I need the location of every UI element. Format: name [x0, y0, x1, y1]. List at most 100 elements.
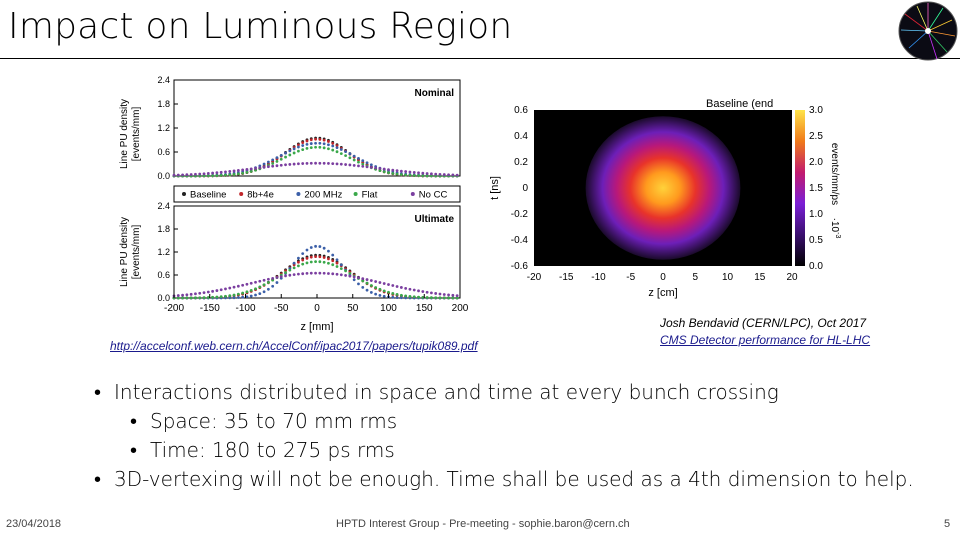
data-point: [339, 263, 343, 267]
legend-entry: Baseline: [190, 190, 226, 201]
data-point: [297, 143, 300, 147]
data-point: [292, 273, 296, 277]
data-point: [327, 147, 330, 151]
data-point: [224, 294, 227, 298]
data-point: [297, 162, 300, 166]
footer-center: HPTD Interest Group - Pre-meeting - soph…: [336, 518, 630, 530]
data-point: [254, 166, 257, 170]
bullet-marker: •: [130, 409, 138, 433]
data-point: [331, 272, 335, 276]
data-point: [309, 246, 313, 249]
credit-link[interactable]: CMS Detector performance for HL-LHC: [660, 333, 871, 347]
data-point: [198, 172, 202, 176]
data-point: [378, 169, 382, 173]
data-point: [305, 161, 309, 165]
heatmap-title: Baseline (end: [706, 98, 773, 110]
data-point: [292, 162, 296, 166]
data-point: [322, 161, 326, 165]
x-tick-label: 50: [347, 303, 359, 314]
data-point: [292, 261, 296, 265]
heatmap-y-tick-label: 0.6: [514, 105, 528, 116]
heatmap-axes: -20 -15 -10 -5 0 5 10 15 20 0.6 0.4 0.2 0 -0.2 -0.4 -0.…: [511, 105, 798, 283]
data-point: [344, 274, 347, 277]
pu-density-chart: Line PU density [events/mm] Line PU dens…: [119, 75, 469, 333]
heatmap-x-tick-label: -15: [559, 272, 574, 283]
data-point: [382, 282, 386, 285]
data-point: [236, 284, 240, 288]
data-point: [438, 292, 442, 296]
legend-marker: [239, 192, 244, 196]
data-point: [292, 151, 296, 155]
data-point: [228, 286, 232, 290]
data-point: [399, 173, 403, 176]
data-point: [301, 162, 305, 165]
y-tick-label: 0.0: [157, 293, 170, 303]
data-point: [288, 273, 292, 277]
data-point: [318, 161, 322, 165]
data-point: [365, 165, 369, 169]
data-point: [404, 173, 408, 177]
data-point: [314, 255, 317, 259]
legend-marker: [410, 192, 415, 196]
heatmap-x-tick-label: -5: [626, 272, 635, 283]
data-point: [232, 285, 236, 289]
data-point: [202, 174, 206, 178]
data-point: [219, 170, 223, 174]
data-point: [335, 261, 339, 265]
reference-link[interactable]: http://accelconf.web.cern.ch/AccelConf/i…: [110, 339, 478, 353]
data-point: [189, 296, 193, 300]
data-point: [382, 170, 386, 174]
data-point: [335, 150, 339, 154]
data-point: [361, 159, 365, 163]
data-point: [339, 273, 343, 277]
data-point: [455, 294, 459, 298]
data-point: [451, 296, 455, 300]
data-point: [421, 174, 425, 178]
data-point: [309, 271, 313, 275]
data-point: [425, 174, 429, 178]
data-point: [301, 141, 305, 145]
data-point: [241, 291, 245, 295]
data-point: [172, 173, 176, 177]
data-point: [262, 290, 266, 294]
data-point: [284, 271, 287, 274]
data-point: [408, 287, 412, 291]
data-point: [395, 293, 399, 296]
x-tick-label: 100: [380, 303, 397, 314]
data-point: [318, 260, 322, 264]
data-point: [314, 137, 317, 141]
data-point: [348, 152, 352, 156]
data-point: [421, 171, 425, 175]
colorbar-label: events/mm/ps: [829, 143, 840, 205]
data-point: [305, 256, 309, 260]
data-point: [391, 292, 395, 295]
x-tick-label: -150: [200, 303, 220, 314]
data-point: [271, 284, 275, 288]
y-tick-label: 0.6: [157, 270, 170, 280]
data-point: [297, 260, 300, 264]
data-point: [224, 170, 227, 174]
x-tick-label: 0: [314, 303, 320, 314]
data-point: [219, 174, 223, 177]
data-point: [391, 168, 395, 172]
data-point: [215, 289, 219, 292]
data-point: [404, 170, 408, 173]
data-point: [365, 161, 369, 165]
data-point: [245, 295, 249, 299]
data-point: [288, 153, 292, 157]
data-point: [322, 142, 326, 146]
data-point: [331, 162, 335, 166]
data-point: [387, 171, 390, 175]
data-point: [305, 248, 309, 252]
data-point: [254, 287, 257, 291]
x-tick-label: 150: [416, 303, 433, 314]
data-point: [198, 291, 202, 295]
footer-date: 23/04/2018: [6, 518, 62, 530]
data-point: [309, 260, 313, 264]
data-point: [198, 296, 202, 300]
data-point: [258, 279, 262, 283]
data-point: [352, 154, 356, 158]
legend-frame: [173, 185, 461, 203]
data-point: [344, 150, 347, 154]
data-point: [438, 296, 442, 300]
